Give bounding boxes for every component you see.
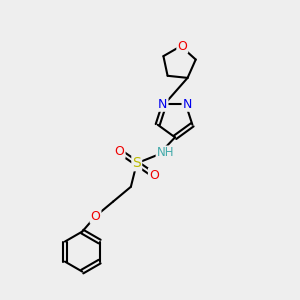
Text: N: N xyxy=(182,98,192,111)
Text: O: O xyxy=(177,40,187,52)
Text: O: O xyxy=(115,145,124,158)
Text: O: O xyxy=(149,169,159,182)
Text: N: N xyxy=(158,98,167,111)
Text: S: S xyxy=(132,156,141,170)
Text: NH: NH xyxy=(157,146,174,159)
Text: O: O xyxy=(91,210,100,223)
